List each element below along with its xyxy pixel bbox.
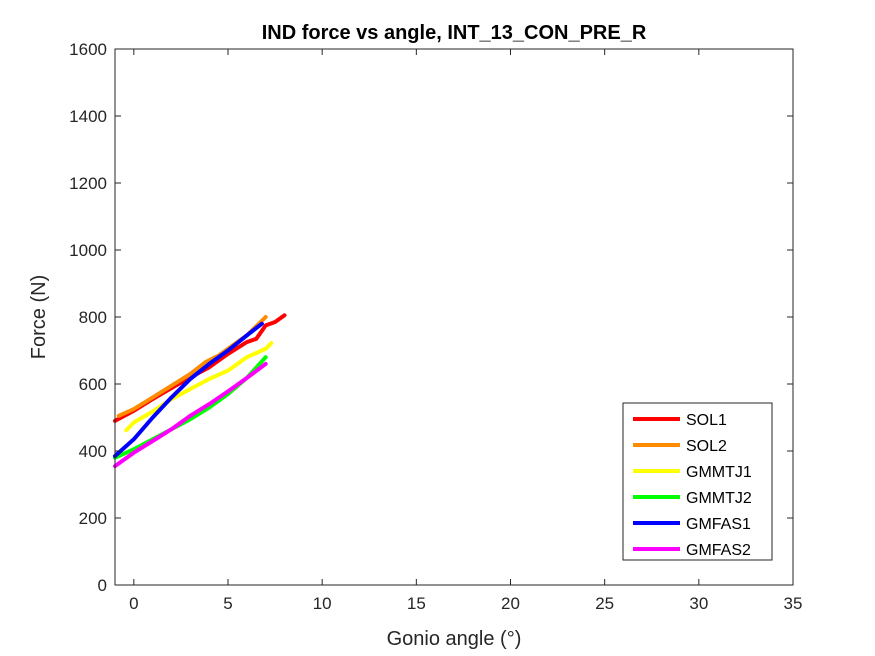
chart-title: IND force vs angle, INT_13_CON_PRE_R <box>262 22 647 44</box>
y-tick-label: 1400 <box>69 107 107 126</box>
y-tick-label: 1200 <box>69 174 107 193</box>
series-layer <box>113 313 287 469</box>
x-tick-label: 20 <box>501 594 520 613</box>
x-tick-label: 0 <box>129 594 138 613</box>
y-tick-label: 1600 <box>69 40 107 59</box>
series-line-gmfas1 <box>113 321 264 458</box>
legend: SOL1 SOL2 GMMTJ1 GMMTJ2 GMFAS1 GMFAS2 <box>622 402 773 561</box>
y-tick-label: 0 <box>98 576 107 595</box>
tick-layer: 0 5 10 15 20 25 30 35 0 200 400 600 800 1000 1200 1400 1… <box>69 40 802 613</box>
x-axis-label: Gonio angle (°) <box>387 628 522 650</box>
y-tick-label: 400 <box>79 442 107 461</box>
y-tick-label: 1000 <box>69 241 107 260</box>
legend-label-sol2: SOL2 <box>686 438 727 455</box>
x-tick-label: 30 <box>689 594 708 613</box>
legend-label-gmfas1: GMFAS1 <box>686 516 751 533</box>
legend-label-sol1: SOL1 <box>686 412 727 429</box>
x-tick-label: 25 <box>595 594 614 613</box>
x-tick-label: 15 <box>407 594 426 613</box>
x-tick-label: 35 <box>784 594 803 613</box>
legend-label-gmmtj2: GMMTJ2 <box>686 490 752 507</box>
y-tick-label: 800 <box>79 308 107 327</box>
series-line-gmfas2 <box>113 361 268 469</box>
legend-label-gmmtj1: GMMTJ1 <box>686 464 752 481</box>
legend-label-gmfas2: GMFAS2 <box>686 542 751 559</box>
x-tick-label: 5 <box>223 594 232 613</box>
y-axis-label: Force (N) <box>28 275 50 359</box>
y-tick-label: 600 <box>79 375 107 394</box>
legend-box <box>622 402 773 561</box>
series-line-gmmtj1 <box>124 341 274 433</box>
y-tick-label: 200 <box>79 509 107 528</box>
x-tick-label: 10 <box>313 594 332 613</box>
